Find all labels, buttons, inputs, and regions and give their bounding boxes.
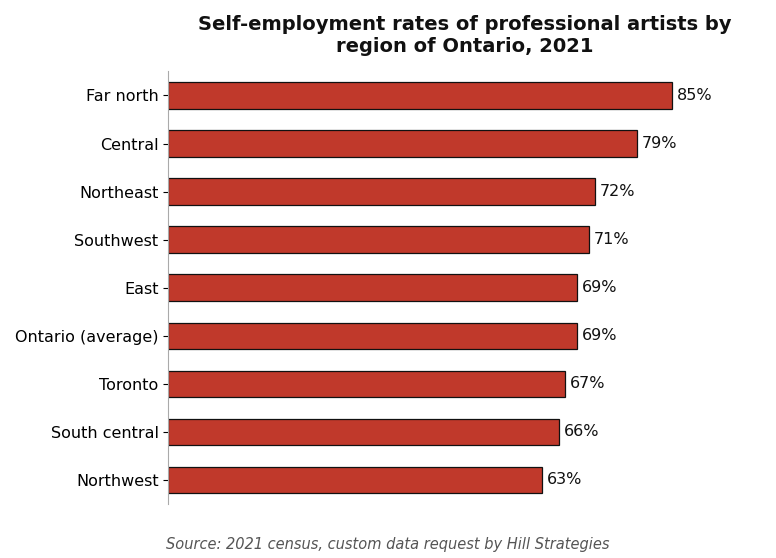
Bar (168, 323, 577, 349)
Text: 69%: 69% (582, 328, 618, 343)
Bar (168, 275, 577, 301)
Bar (168, 131, 636, 157)
Text: Source: 2021 census, custom data request by Hill Strategies: Source: 2021 census, custom data request… (166, 537, 610, 552)
Text: 67%: 67% (570, 376, 605, 391)
Text: 85%: 85% (677, 88, 712, 103)
Text: 72%: 72% (600, 184, 636, 199)
Bar (168, 179, 595, 205)
Bar (168, 466, 542, 493)
Bar (168, 227, 589, 253)
Text: 63%: 63% (546, 473, 582, 487)
Bar (168, 371, 566, 397)
Bar (168, 82, 672, 109)
Title: Self-employment rates of professional artists by
region of Ontario, 2021: Self-employment rates of professional ar… (198, 15, 731, 56)
Text: 79%: 79% (641, 136, 677, 151)
Text: 69%: 69% (582, 280, 618, 295)
Bar (168, 418, 559, 445)
Text: 71%: 71% (594, 232, 629, 247)
Text: 66%: 66% (564, 424, 600, 439)
